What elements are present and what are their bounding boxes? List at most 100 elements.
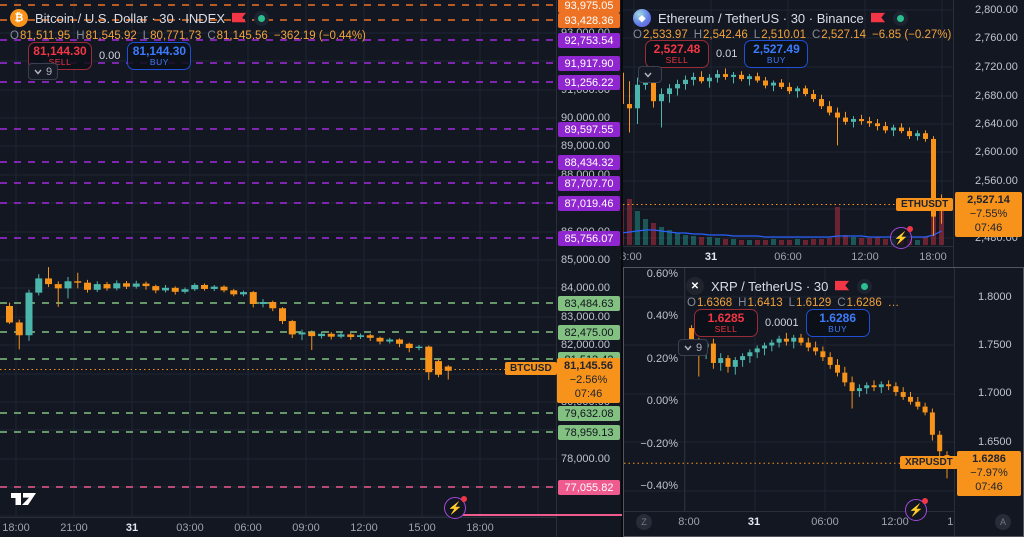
xrp-symbol-title[interactable]: XRP / TetherUS · 30 xyxy=(711,278,829,294)
price-scale-label: 2,680.00 xyxy=(975,90,1018,102)
ohlc-key: O xyxy=(687,297,696,309)
xrp-buy-button[interactable]: 1.6286 BUY xyxy=(805,309,870,337)
time-axis-label: 15:00 xyxy=(408,522,436,534)
eth-indicators-collapse-button[interactable] xyxy=(638,66,662,83)
xrp-buy-label: BUY xyxy=(828,324,848,334)
eth-sell-price: 2,527.48 xyxy=(653,42,701,56)
level-price-label: 91,917.90 xyxy=(558,56,620,71)
price-scale-label: 78,000.00 xyxy=(561,453,610,465)
percent-scale-label: 0.40% xyxy=(646,310,678,322)
level-price-label: 93,975.05 xyxy=(558,0,620,13)
percent-scale-label: 0.00% xyxy=(646,395,678,407)
eth-buy-button[interactable]: 2,527.49 BUY xyxy=(744,40,809,68)
eth-spread: 0.01 xyxy=(716,48,738,60)
ohlc-key: L xyxy=(788,297,796,309)
ohlc-key: C xyxy=(811,29,821,41)
price-scale-label: 1.7000 xyxy=(978,387,1012,399)
btc-symbol-title[interactable]: Bitcoin / U.S. Dollar · 30 · INDEX xyxy=(35,10,225,26)
ohlc-change: −362.19 (−0.44%) xyxy=(273,30,366,42)
flag-icon[interactable] xyxy=(870,12,886,24)
percent-scale-label: −0.40% xyxy=(640,480,678,492)
btc-buy-price: 81,144.30 xyxy=(132,44,187,58)
level-price-label: 85,756.07 xyxy=(558,231,620,246)
eth-symbol-title[interactable]: Ethereum / TetherUS · 30 · Binance xyxy=(658,10,864,26)
xrp-logo-icon: ✕ xyxy=(686,277,704,295)
ohlc-key: C xyxy=(207,30,216,42)
xrp-ohlc-row: O1.6368 H1.6413 L1.6129 C1.6286… xyxy=(687,297,899,309)
price-scale-label: 2,640.00 xyxy=(975,118,1018,130)
time-axis-label: 12:00 xyxy=(851,251,879,263)
btc-indicators-collapse-button[interactable]: 9 xyxy=(28,63,59,80)
eth-sell-label: SELL xyxy=(665,55,689,65)
pane-divider xyxy=(621,0,623,537)
market-status-icon[interactable] xyxy=(254,10,269,26)
ohlc-value: 2,533.97 xyxy=(642,29,688,41)
btc-lightning-trade-icon[interactable]: ⚡ xyxy=(444,496,467,519)
level-price-label: 78,959.13 xyxy=(558,425,620,440)
eth-current-price-label: 2,527.14 −7.55% 07:46 xyxy=(955,192,1022,237)
eth-lightning-trade-icon[interactable]: ⚡ xyxy=(890,226,913,249)
ohlc-change: … xyxy=(887,297,900,309)
price-scale-label: 1.7500 xyxy=(978,339,1012,351)
eth-time-axis[interactable]: 8:00 31 06:00 12:00 18:00 xyxy=(620,246,953,267)
btc-current-price-label: 81,145.56 −2.56% 07:46 xyxy=(557,358,620,403)
btc-candlestick-canvas[interactable] xyxy=(0,0,556,517)
market-status-icon[interactable] xyxy=(857,278,873,294)
eth-sell-button[interactable]: 2,527.48 SELL xyxy=(645,40,709,68)
ohlc-value: 2,527.14 xyxy=(821,29,867,41)
level-price-label: 87,019.46 xyxy=(558,196,620,211)
tradingview-logo[interactable] xyxy=(10,490,40,508)
level-price-label: 91,256.22 xyxy=(558,75,620,90)
percent-scale-label: 0.20% xyxy=(646,353,678,365)
btc-collapsed-count: 9 xyxy=(46,65,53,78)
xrp-percent-scale[interactable]: 0.60% 0.40% 0.20% 0.00% −0.20% −0.40% xyxy=(624,268,684,511)
btc-time-axis[interactable]: 18:00 21:00 31 03:00 06:00 09:00 12:00 15:00 18:… xyxy=(0,517,556,537)
btc-buy-label: BUY xyxy=(149,57,169,67)
time-axis-label: 12:00 xyxy=(350,522,378,534)
level-price-label: 88,434.32 xyxy=(558,155,620,170)
ohlc-value: 81,545.92 xyxy=(85,30,137,42)
time-axis-label: 31 xyxy=(125,522,139,534)
xrp-symbol-tag: XRPUSDT xyxy=(900,456,958,469)
price-scale-label: 85,000.00 xyxy=(561,254,610,266)
price-scale-label: 2,800.00 xyxy=(975,4,1018,16)
xrp-lightning-trade-icon[interactable]: ⚡ xyxy=(905,498,928,521)
price-scale-label: 82,000.00 xyxy=(561,339,610,351)
xrp-sell-label: SELL xyxy=(714,324,738,334)
time-axis-label: 06:00 xyxy=(234,522,262,534)
ohlc-key: C xyxy=(837,297,846,309)
time-axis-label: 03:00 xyxy=(176,522,204,534)
level-price-label: 93,428.36 xyxy=(558,13,620,28)
ohlc-key: H xyxy=(76,30,85,42)
chevron-down-icon xyxy=(34,69,42,75)
xrp-sell-price: 1.6285 xyxy=(707,311,745,325)
btc-buy-button[interactable]: 81,144.30 BUY xyxy=(127,42,192,70)
time-axis-label: 09:00 xyxy=(292,522,320,534)
xrp-sell-button[interactable]: 1.6285 SELL xyxy=(694,309,758,337)
xrp-collapsed-count: 9 xyxy=(696,341,703,354)
price-scale-label: 1.8000 xyxy=(978,291,1012,303)
price-scale-label: 2,720.00 xyxy=(975,61,1018,73)
xrp-indicators-collapse-button[interactable]: 9 xyxy=(678,339,709,356)
eth-candlestick-canvas[interactable] xyxy=(623,0,953,246)
price-scale-label: 89,000.00 xyxy=(561,140,610,152)
ohlc-change: −6.85 (−0.27%) xyxy=(872,29,952,41)
time-axis-label: 06:00 xyxy=(774,251,802,263)
level-price-label: 82,475.00 xyxy=(558,325,620,340)
ohlc-value: 81,145.56 xyxy=(216,30,268,42)
time-axis-label: 8:00 xyxy=(620,251,642,263)
price-scale-label: 2,560.00 xyxy=(975,175,1018,187)
price-scale-label: 83,000.00 xyxy=(561,311,610,323)
time-axis-label: 21:00 xyxy=(60,522,88,534)
eth-ohlc-row: O2,533.97 H2,542.46 L2,510.01 C2,527.14 −6.8… xyxy=(633,29,951,41)
level-price-label: 87,707.70 xyxy=(558,176,620,191)
ohlc-value: 80,771.73 xyxy=(150,30,202,42)
market-status-icon[interactable] xyxy=(892,10,908,26)
flag-icon[interactable] xyxy=(232,12,247,24)
btc-price-scale[interactable]: 93,000.0091,000.0090,000.0089,000.0088,0… xyxy=(556,0,622,537)
btc-ohlc-row: O81,511.95 H81,545.92 L80,771.73 C81,145.56… xyxy=(10,30,366,42)
btc-sell-label: SELL xyxy=(48,57,72,67)
flag-icon[interactable] xyxy=(835,280,850,292)
xrp-left-axis-separator xyxy=(684,268,685,511)
